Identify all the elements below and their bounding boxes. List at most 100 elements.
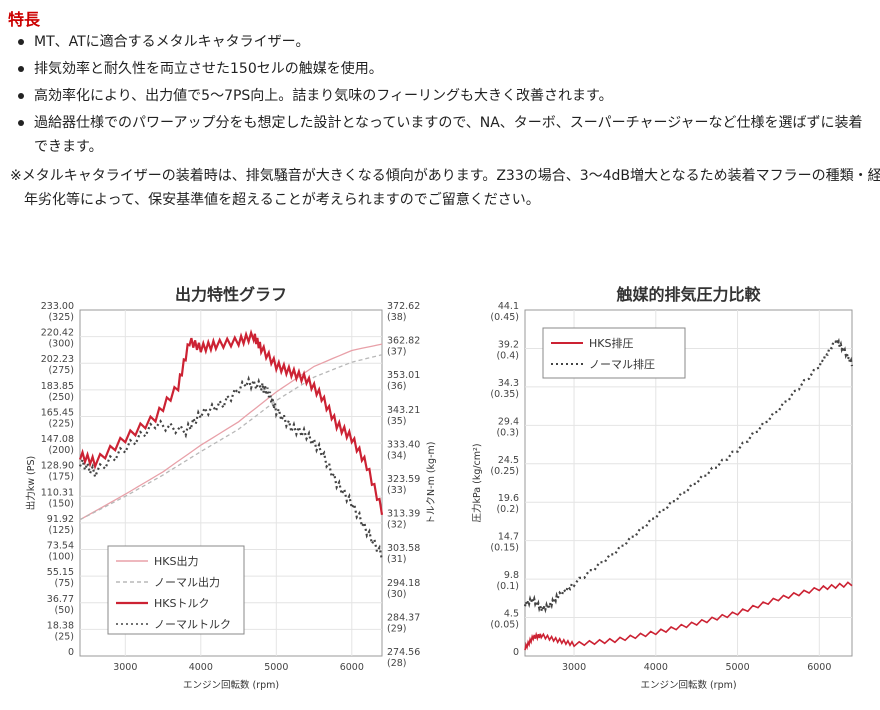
left-tick-label: 18.38 xyxy=(47,620,74,631)
x-tick-label: 3000 xyxy=(113,662,137,673)
left-tick-sub-label: (175) xyxy=(48,472,74,483)
y-tick-sub-label: (0.05) xyxy=(490,620,519,631)
y-tick-sub-label: (0.2) xyxy=(496,504,519,515)
left-tick-label: 233.00 xyxy=(41,301,74,312)
x-tick-label: 6000 xyxy=(340,662,364,673)
right-tick-label: 323.59 xyxy=(387,474,420,485)
right-tick-label: 362.82 xyxy=(387,336,420,347)
series-line-2 xyxy=(523,335,854,615)
legend-label: HKS出力 xyxy=(154,554,198,568)
right-tick-sub-label: (35) xyxy=(387,416,407,427)
left-tick-label: 36.77 xyxy=(47,594,74,605)
feature-list: MT、ATに適合するメタルキャタライザー。 排気効率と耐久性を両立させた150セ… xyxy=(8,30,874,162)
right-tick-sub-label: (33) xyxy=(387,485,407,496)
y-tick-label: 9.8 xyxy=(504,570,519,581)
left-tick-sub-label: (100) xyxy=(48,552,74,563)
x-tick-label: 4000 xyxy=(644,662,668,673)
x-tick-label: 4000 xyxy=(189,662,213,673)
right-tick-sub-label: (29) xyxy=(387,623,407,634)
legend-label: HKS排圧 xyxy=(589,336,633,350)
feature-item: 排気効率と耐久性を両立させた150セルの触媒を使用。 xyxy=(8,57,874,81)
left-axis-label: 出力kw (PS) xyxy=(25,456,37,510)
x-axis-label: エンジン回転数 (rpm) xyxy=(640,679,736,691)
legend-label: HKSトルク xyxy=(154,597,209,610)
legend-label: ノーマル排圧 xyxy=(589,357,655,371)
left-tick-sub-label: (125) xyxy=(48,525,74,536)
x-tick-label: 5000 xyxy=(725,662,749,673)
chart-title: 触媒的排気圧力比較 xyxy=(615,285,761,304)
left-tick-sub-label: (250) xyxy=(48,392,74,403)
left-tick-label: 165.45 xyxy=(41,407,74,418)
series-line-1 xyxy=(79,343,383,521)
legend-label: ノーマル出力 xyxy=(154,575,220,589)
section-heading: 特長 xyxy=(8,10,41,29)
left-tick-label: 110.31 xyxy=(41,487,74,498)
y-tick-sub-label: (0.4) xyxy=(496,350,519,361)
right-tick-sub-label: (32) xyxy=(387,520,407,531)
y-tick-sub-label: (0.1) xyxy=(496,581,519,592)
left-tick-sub-label: (25) xyxy=(54,631,74,642)
power-characteristics-chart: 出力特性グラフ 233.00(325) 220.42(300) 202.23(275)… xyxy=(25,285,437,691)
right-tick-sub-label: (30) xyxy=(387,589,407,600)
series-line-1 xyxy=(524,581,853,651)
right-tick-label: 372.62 xyxy=(387,301,420,312)
left-tick-label: 128.90 xyxy=(41,461,74,472)
y-tick-label: 0 xyxy=(513,647,519,658)
y-tick-sub-label: (0.15) xyxy=(490,543,519,554)
y-axis-label: 圧力kPa (kg/cm²) xyxy=(471,443,483,522)
left-tick-sub-label: (225) xyxy=(48,418,74,429)
y-tick-label: 14.7 xyxy=(498,532,519,543)
left-tick-label: 183.85 xyxy=(41,381,74,392)
left-tick-label: 147.08 xyxy=(41,434,74,445)
right-tick-label: 303.58 xyxy=(387,543,420,554)
feature-item: MT、ATに適合するメタルキャタライザー。 xyxy=(8,30,874,54)
y-tick-label: 29.4 xyxy=(498,416,519,427)
left-tick-label: 0 xyxy=(68,647,74,658)
series-line-2 xyxy=(79,354,383,521)
series-line-4 xyxy=(78,375,384,561)
x-axis-label: エンジン回転数 (rpm) xyxy=(183,679,279,691)
left-tick-label: 55.15 xyxy=(47,567,74,578)
left-tick-sub-label: (75) xyxy=(54,578,74,589)
right-tick-sub-label: (38) xyxy=(387,312,407,323)
left-tick-sub-label: (150) xyxy=(48,498,74,509)
right-tick-sub-label: (28) xyxy=(387,658,407,669)
legend-label: ノーマルトルク xyxy=(154,618,231,631)
right-tick-label: 274.56 xyxy=(387,647,420,658)
left-tick-sub-label: (300) xyxy=(48,339,74,350)
x-tick-label: 6000 xyxy=(807,662,831,673)
exhaust-pressure-chart: 触媒的排気圧力比較 44.1(0.45) 39.2(0.4) 34.3(0.35) 29… xyxy=(471,285,854,691)
left-tick-label: 220.42 xyxy=(41,328,74,339)
right-tick-sub-label: (36) xyxy=(387,381,407,392)
series-line-3 xyxy=(78,328,384,515)
right-tick-label: 343.21 xyxy=(387,405,420,416)
y-tick-label: 24.5 xyxy=(498,455,519,466)
left-tick-sub-label: (325) xyxy=(48,312,74,323)
y-tick-sub-label: (0.45) xyxy=(490,312,519,323)
y-tick-sub-label: (0.3) xyxy=(496,427,519,438)
feature-item: 過給器仕様でのパワーアップ分をも想定した設計となっていますので、NA、ターボ、ス… xyxy=(8,111,874,159)
left-tick-label: 202.23 xyxy=(41,354,74,365)
left-tick-label: 73.54 xyxy=(47,541,74,552)
y-tick-label: 39.2 xyxy=(498,339,519,350)
left-tick-sub-label: (200) xyxy=(48,445,74,456)
x-tick-label: 5000 xyxy=(264,662,288,673)
right-tick-label: 333.40 xyxy=(387,439,420,450)
chart-title: 出力特性グラフ xyxy=(175,285,287,304)
feature-item: 高効率化により、出力値で5～7PS向上。詰まり気味のフィーリングも大きく改善され… xyxy=(8,84,874,108)
right-tick-label: 353.01 xyxy=(387,370,420,381)
y-tick-label: 44.1 xyxy=(498,301,519,312)
left-tick-sub-label: (50) xyxy=(54,605,74,616)
caution-note: ※メタルキャタライザーの装着時は、排気騒音が大きくなる傾向があります。Z33の場… xyxy=(10,168,880,208)
left-tick-sub-label: (275) xyxy=(48,365,74,376)
y-tick-sub-label: (0.25) xyxy=(490,466,519,477)
x-tick-label: 3000 xyxy=(562,662,586,673)
right-tick-sub-label: (34) xyxy=(387,450,407,461)
right-tick-label: 294.18 xyxy=(387,578,420,589)
y-tick-label: 4.5 xyxy=(504,609,519,620)
legend-box xyxy=(542,327,686,379)
right-tick-label: 284.37 xyxy=(387,612,420,623)
y-tick-label: 34.3 xyxy=(498,378,519,389)
right-axis-label: トルクN-m (kg-m) xyxy=(426,442,437,525)
y-tick-label: 19.6 xyxy=(498,493,519,504)
